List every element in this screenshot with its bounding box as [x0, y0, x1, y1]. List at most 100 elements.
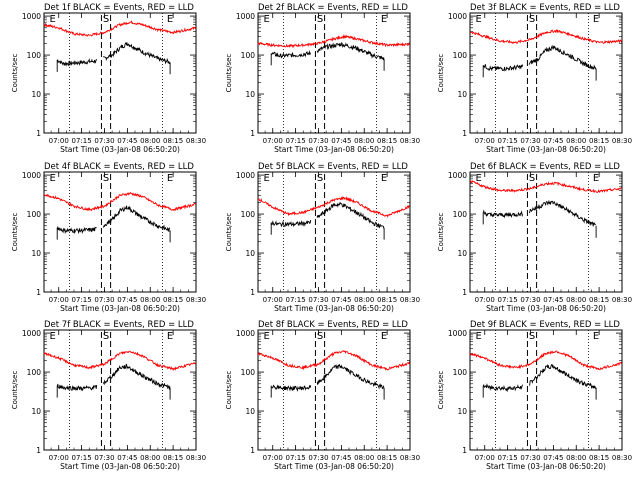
- time-marker-label: E: [475, 173, 481, 184]
- events-series-line: [270, 41, 385, 71]
- y-tick-label: 10: [31, 407, 41, 416]
- y-tick-label: 100: [453, 210, 468, 219]
- time-marker-label: E: [167, 173, 173, 184]
- detector-panel: Det 5f BLACK = Events, RED = LLD Counts/s…: [225, 162, 420, 313]
- time-marker-label: E: [381, 331, 387, 342]
- events-series-line: [56, 363, 171, 400]
- y-tick-label: 10: [457, 90, 467, 99]
- plot-frame: [469, 12, 623, 134]
- events-series-line: [56, 41, 171, 75]
- y-tick-label: 1000: [22, 12, 41, 21]
- x-tick-label: 08:15: [377, 137, 397, 145]
- time-marker-label: E: [593, 173, 599, 184]
- x-axis-label: Start Time (03-Jan-08 06:50:20): [60, 304, 180, 313]
- x-axis-label: Start Time (03-Jan-08 06:50:20): [486, 145, 606, 154]
- y-tick-label: 1000: [236, 329, 255, 338]
- x-tick-label: 08:30: [400, 296, 420, 304]
- x-tick-label: 07:15: [286, 296, 306, 304]
- detector-panel: Det 6f BLACK = Events, RED = LLD Counts/s…: [437, 162, 632, 313]
- lld-series-line: [43, 350, 196, 372]
- y-tick-label: 1000: [448, 329, 467, 338]
- x-tick-label: 07:15: [72, 296, 92, 304]
- x-tick-label: 07:45: [331, 137, 351, 145]
- detector-panel: Det 3f BLACK = Events, RED = LLD Counts/s…: [437, 3, 632, 154]
- y-axis-label: Counts/sec: [11, 213, 19, 252]
- y-tick-label: 100: [453, 51, 468, 60]
- y-tick-label: 1: [250, 288, 255, 297]
- x-tick-label: 08:30: [186, 137, 206, 145]
- time-marker-label: E: [167, 331, 173, 342]
- lld-series-line: [469, 350, 623, 371]
- x-axis-label: Start Time (03-Jan-08 06:50:20): [274, 304, 394, 313]
- x-tick-label: 07:45: [543, 137, 563, 145]
- x-tick-label: 08:30: [400, 137, 420, 145]
- x-tick-label: 08:00: [566, 296, 586, 304]
- y-tick-label: 1000: [448, 171, 467, 180]
- x-tick-label: 07:45: [117, 137, 137, 145]
- x-tick-label: 07:00: [49, 296, 69, 304]
- panel-title: Det 7f BLACK = Events, RED = LLD: [44, 320, 194, 330]
- x-tick-label: 08:30: [186, 296, 206, 304]
- panel-title: Det 8f BLACK = Events, RED = LLD: [258, 320, 408, 330]
- y-tick-label: 100: [27, 51, 42, 60]
- x-tick-label: 08:00: [140, 454, 160, 462]
- plot-frame: [43, 329, 197, 451]
- y-tick-label: 100: [241, 368, 256, 377]
- y-tick-label: 100: [27, 210, 42, 219]
- y-tick-label: 1: [462, 129, 467, 138]
- y-tick-label: 1: [250, 446, 255, 455]
- x-tick-label: 07:00: [263, 296, 283, 304]
- x-tick-label: 08:15: [163, 296, 183, 304]
- x-tick-label: 07:45: [331, 296, 351, 304]
- time-marker-label: E: [49, 331, 55, 342]
- x-tick-label: 07:00: [475, 454, 495, 462]
- x-tick-label: 07:15: [498, 296, 518, 304]
- detector-panel: Det 4f BLACK = Events, RED = LLD Counts/s…: [11, 162, 206, 313]
- time-marker-label: S: [317, 173, 323, 184]
- y-tick-label: 10: [245, 407, 255, 416]
- time-marker-label: E: [593, 331, 599, 342]
- y-axis-label: Counts/sec: [225, 213, 233, 252]
- x-tick-label: 08:30: [186, 454, 206, 462]
- panel-title: Det 9f BLACK = Events, RED = LLD: [470, 320, 620, 330]
- x-tick-label: 08:00: [140, 296, 160, 304]
- y-axis-label: Counts/sec: [11, 54, 19, 93]
- time-marker-label: S: [529, 173, 535, 184]
- y-tick-label: 1000: [236, 171, 255, 180]
- y-tick-label: 1: [462, 288, 467, 297]
- plot-frame: [469, 171, 623, 293]
- time-marker-label: S: [317, 331, 323, 342]
- x-tick-label: 07:15: [72, 454, 92, 462]
- x-axis-label: Start Time (03-Jan-08 06:50:20): [274, 462, 394, 471]
- time-marker-label: E: [263, 173, 269, 184]
- x-tick-label: 08:30: [400, 454, 420, 462]
- x-tick-label: 07:15: [286, 137, 306, 145]
- y-axis-label: Counts/sec: [225, 371, 233, 410]
- x-tick-label: 08:00: [566, 454, 586, 462]
- x-tick-label: 08:30: [612, 137, 632, 145]
- x-tick-label: 08:00: [354, 137, 374, 145]
- time-marker-label: E: [593, 14, 599, 25]
- x-axis-label: Start Time (03-Jan-08 06:50:20): [60, 145, 180, 154]
- x-tick-label: 08:00: [566, 137, 586, 145]
- x-tick-label: 07:15: [498, 137, 518, 145]
- x-tick-label: 08:15: [377, 296, 397, 304]
- lld-series-line: [469, 29, 623, 45]
- x-tick-label: 07:45: [117, 296, 137, 304]
- time-marker-label: S: [529, 331, 535, 342]
- y-tick-label: 1: [462, 446, 467, 455]
- detector-panel: Det 1f BLACK = Events, RED = LLD Counts/s…: [11, 3, 206, 154]
- events-series-line: [270, 201, 385, 240]
- time-marker-label: E: [167, 14, 173, 25]
- x-tick-label: 08:15: [589, 137, 609, 145]
- y-axis-label: Counts/sec: [11, 371, 19, 410]
- x-tick-label: 07:30: [94, 296, 114, 304]
- x-tick-label: 07:00: [263, 137, 283, 145]
- plot-frame: [43, 171, 197, 293]
- x-tick-label: 07:00: [49, 454, 69, 462]
- time-marker-label: E: [49, 14, 55, 25]
- y-tick-label: 10: [31, 90, 41, 99]
- x-tick-label: 08:15: [589, 454, 609, 462]
- y-tick-label: 100: [27, 368, 42, 377]
- x-tick-label: 07:00: [475, 296, 495, 304]
